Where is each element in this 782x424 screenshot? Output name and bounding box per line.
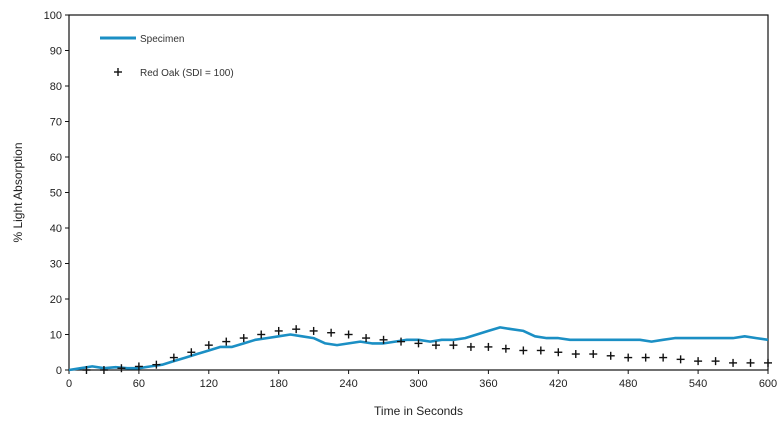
y-tick-label: 50 [50,188,62,200]
data-point-red-oak [327,328,336,337]
x-tick-label: 60 [133,378,145,390]
y-tick-label: 20 [50,294,62,306]
data-point-red-oak [99,366,108,374]
data-point-red-oak [554,348,563,357]
x-tick-label: 360 [479,378,497,390]
x-tick-label: 240 [339,378,357,390]
x-tick-label: 600 [759,378,777,390]
data-point-red-oak [134,362,143,371]
data-point-red-oak [501,344,510,353]
data-point-red-oak [641,353,650,362]
data-point-red-oak [694,357,703,366]
x-tick-label: 480 [619,378,637,390]
data-point-red-oak [466,342,475,351]
y-tick-label: 40 [50,223,62,235]
data-point-red-oak [449,341,458,350]
data-point-red-oak [309,326,318,335]
data-point-red-oak [362,334,371,343]
data-point-red-oak [379,335,388,344]
data-point-red-oak [397,337,406,346]
data-point-red-oak [571,350,580,359]
data-point-red-oak [606,351,615,360]
data-point-red-oak [82,366,91,374]
y-axis: 0 10 20 30 40 50 60 70 80 90 100 [44,10,69,377]
y-tick-label: 0 [56,365,62,377]
x-tick-label: 420 [549,378,567,390]
y-tick-label: 10 [50,330,62,342]
legend-marker-swatch [114,68,122,76]
x-axis: 0 60 120 180 240 300 360 420 480 540 600 [66,370,777,390]
y-tick-label: 90 [50,46,62,58]
legend-label-red-oak: Red Oak (SDI = 100) [140,68,234,79]
y-tick-label: 30 [50,259,62,271]
legend-plus-marker [114,68,122,76]
x-tick-label: 180 [270,378,288,390]
y-tick-label: 80 [50,81,62,93]
y-tick-label: 100 [44,10,62,22]
data-point-red-oak [746,358,755,367]
data-point-red-oak [624,353,633,362]
data-point-red-oak [764,358,772,367]
data-point-red-oak [659,353,668,362]
data-point-red-oak [169,353,178,362]
data-point-red-oak [729,358,738,367]
data-point-red-oak [292,325,301,334]
series-line-specimen [68,326,769,372]
data-point-red-oak [152,360,161,369]
data-point-red-oak [484,342,493,351]
y-tick-label: 70 [50,117,62,129]
data-point-red-oak [117,364,126,373]
series-layer [68,325,772,374]
data-point-red-oak [676,355,685,364]
data-point-red-oak [711,357,720,366]
data-point-red-oak [204,341,213,350]
x-tick-label: 120 [200,378,218,390]
data-point-red-oak [239,334,248,343]
data-point-red-oak [344,330,353,339]
x-axis-title: Time in Seconds [374,404,463,418]
y-tick-label: 60 [50,152,62,164]
legend: Specimen Red Oak (SDI = 100) [100,34,234,79]
y-axis-title: % Light Absorption [11,142,25,242]
data-point-red-oak [257,330,266,339]
x-tick-label: 300 [409,378,427,390]
data-point-red-oak [589,350,598,359]
data-point-red-oak [187,348,196,357]
data-point-red-oak [414,339,423,348]
x-tick-label: 540 [689,378,707,390]
data-point-red-oak [222,337,231,346]
data-point-red-oak [536,346,545,355]
data-point-red-oak [431,341,440,350]
data-point-red-oak [274,326,283,335]
data-point-red-oak [519,346,528,355]
legend-label-specimen: Specimen [140,34,184,45]
x-tick-label: 0 [66,378,72,390]
